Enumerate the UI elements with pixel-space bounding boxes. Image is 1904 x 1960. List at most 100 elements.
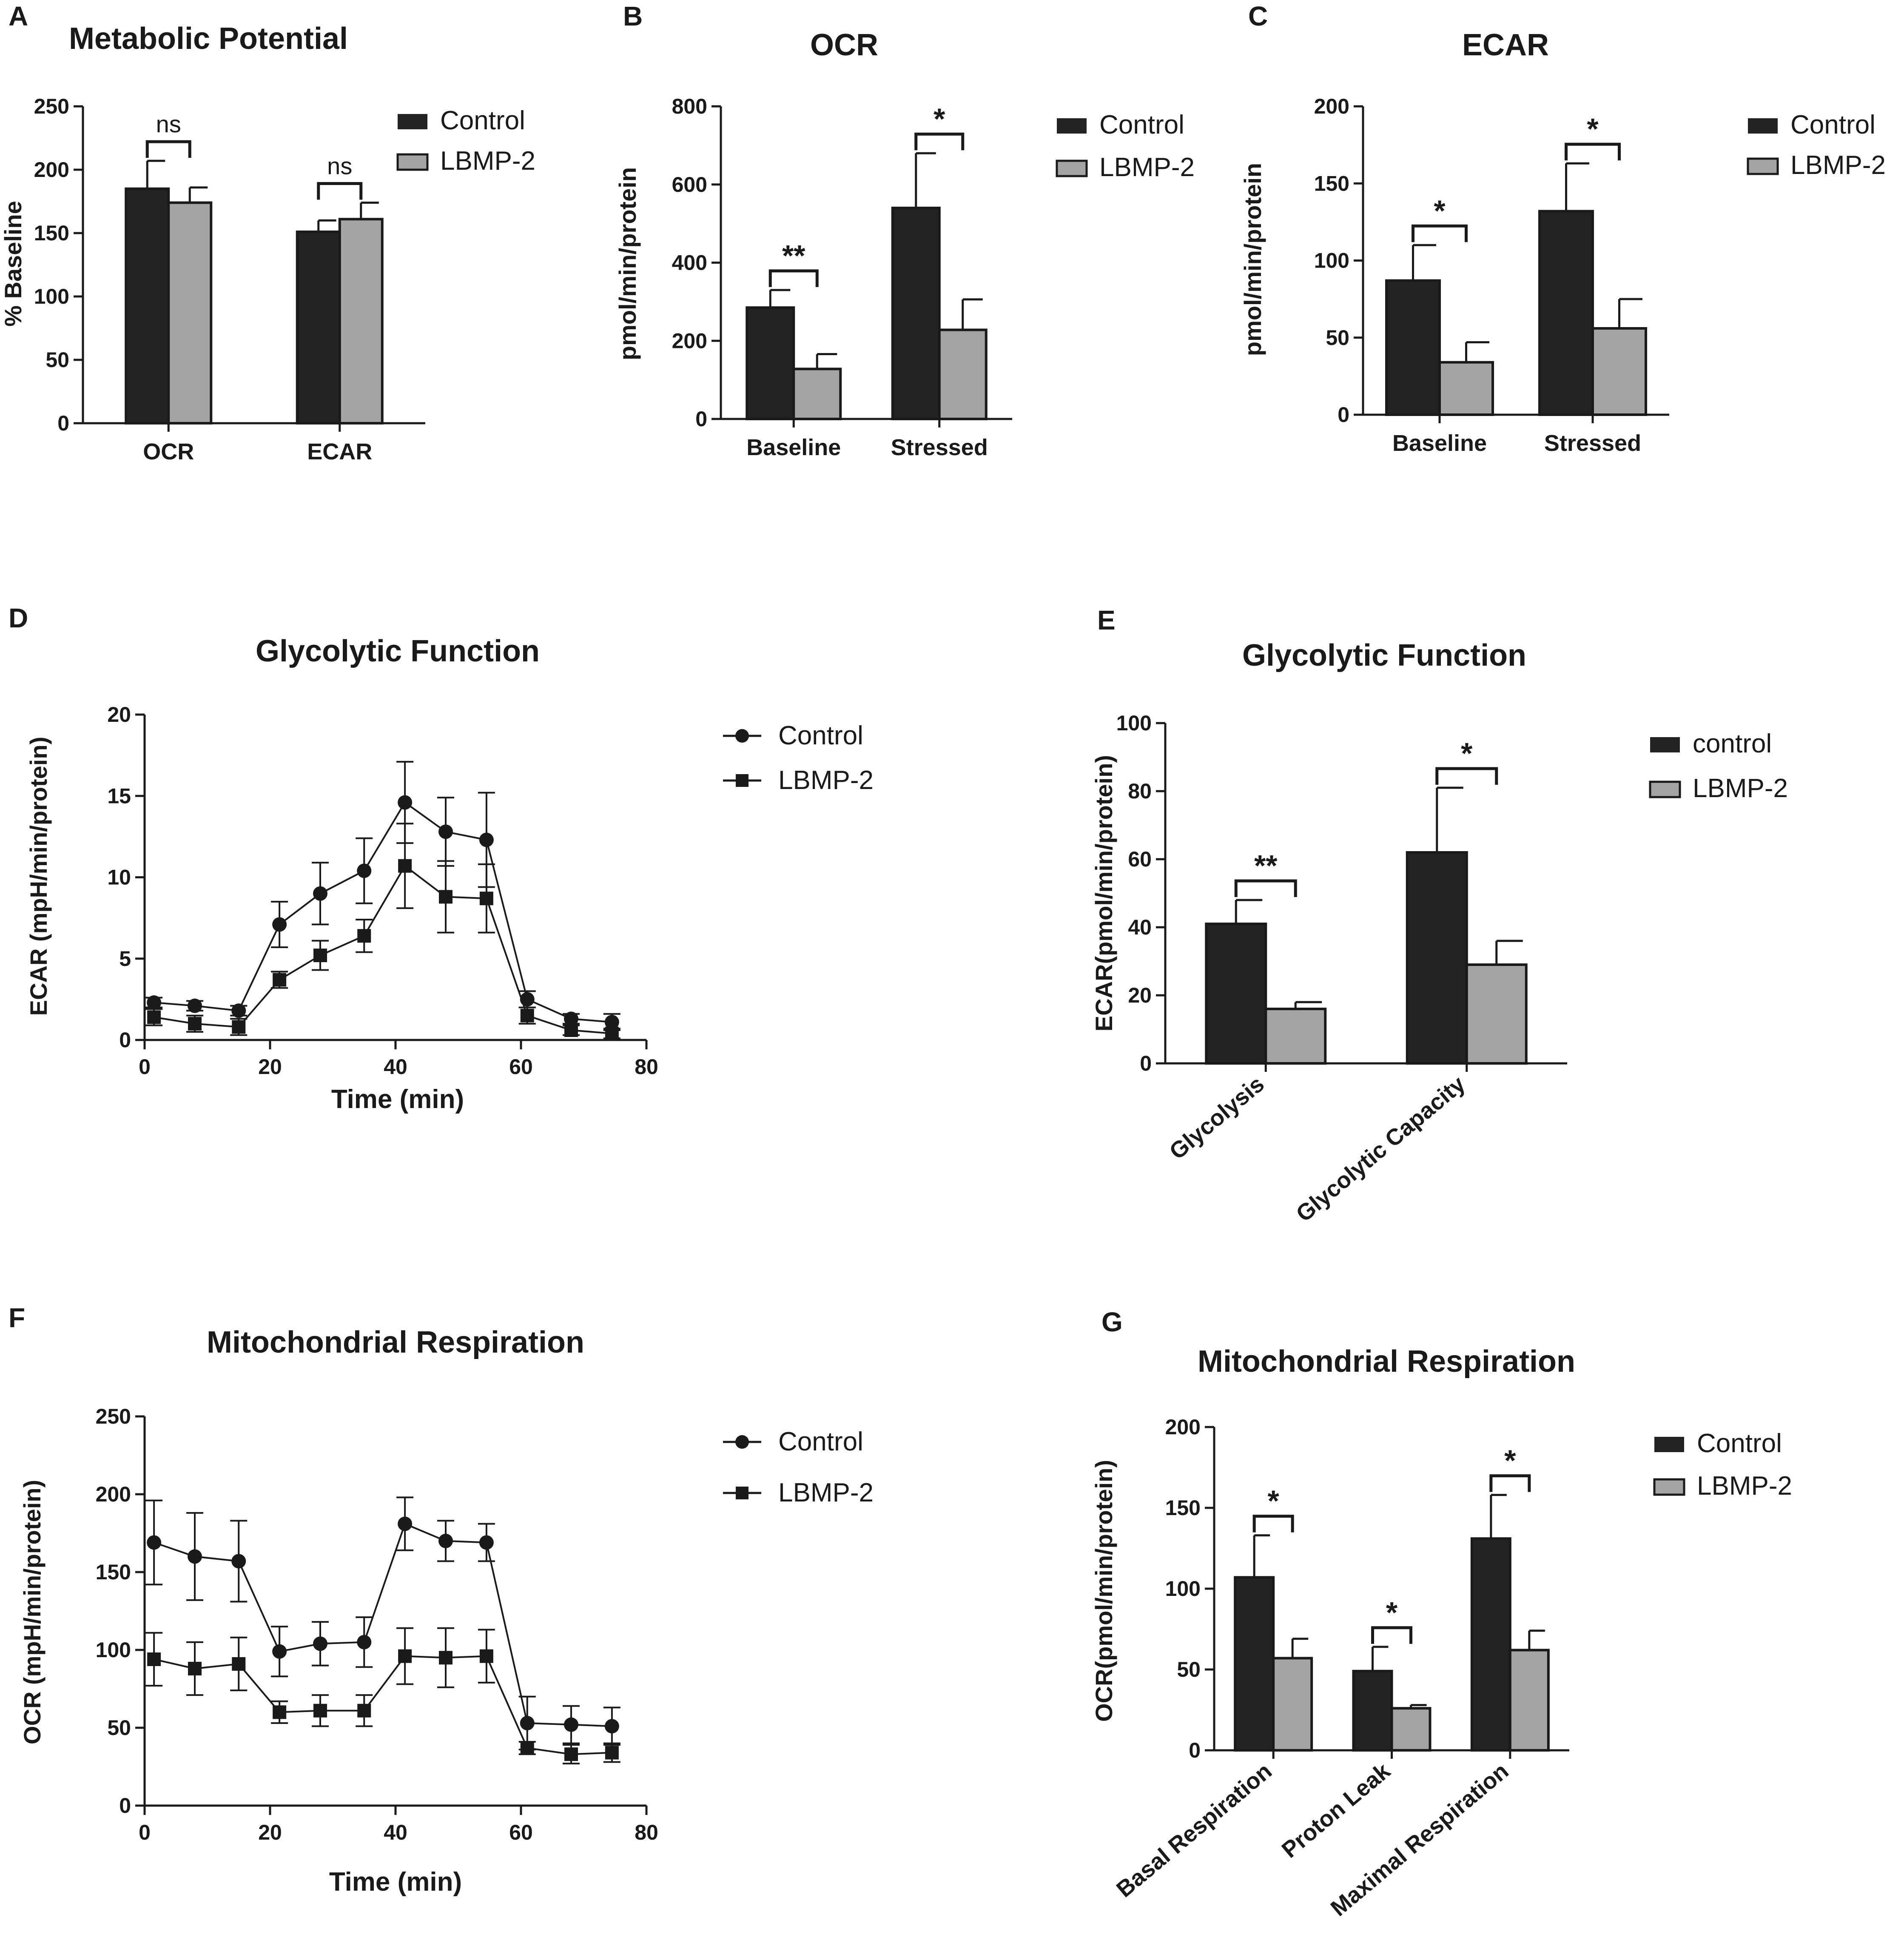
y-tick-label-B-2: 400	[672, 251, 707, 275]
bar-C-Control-Stressed	[1538, 210, 1594, 416]
bar-B-Control-Stressed	[891, 206, 941, 420]
y-tick-label-F-2: 100	[96, 1638, 131, 1662]
bar-G-Control-Proton Leak	[1352, 1669, 1393, 1752]
sig-bracket-G-0	[1252, 1515, 1294, 1533]
x-tick-label-D-4: 80	[635, 1055, 658, 1079]
x-axis-label-F: Time (min)	[329, 1867, 462, 1897]
bar-C-LBMP-2-Stressed	[1591, 327, 1647, 416]
panel-letter-G: G	[1101, 1307, 1123, 1337]
legend-swatch-A-0	[398, 114, 427, 129]
sig-label-A-0: ns	[156, 111, 181, 137]
legend-marker-D-0	[735, 729, 749, 743]
bar-A-LBMP-2-ECAR	[338, 218, 384, 424]
y-tick-label-A-1: 50	[46, 348, 69, 372]
bar-G-Control-Basal Respiration	[1234, 1576, 1275, 1752]
category-label-A-0: OCR	[143, 439, 194, 464]
legend-label-C-1: LBMP-2	[1790, 151, 1886, 180]
data-point-F-Control-10	[564, 1717, 578, 1732]
y-tick-label-D-4: 20	[107, 703, 131, 726]
y-tick-label-F-1: 50	[107, 1716, 131, 1740]
data-point-D-Control-0	[147, 995, 162, 1010]
legend-swatch-C-0	[1748, 118, 1778, 134]
bar-A-LBMP-2-OCR	[167, 201, 213, 425]
category-label-G-0: Basal Respiration	[1112, 1758, 1277, 1902]
panel-A: A Metabolic Potential % Baseline 0 50 100 150 2…	[0, 1, 535, 464]
legend-label-C-0: Control	[1790, 110, 1876, 140]
data-point-F-Control-6	[398, 1516, 413, 1531]
y-tick-label-A-3: 150	[34, 221, 69, 245]
bar-B-Control-Baseline	[746, 306, 795, 420]
data-point-F-Control-5	[357, 1635, 372, 1649]
data-point-F-LBMP-2-2	[232, 1657, 246, 1671]
legend-label-F-1: LBMP-2	[778, 1478, 874, 1507]
sig-bracket-C-0	[1412, 224, 1468, 242]
chart-title-A: Metabolic Potential	[69, 22, 348, 56]
data-point-F-Control-11	[604, 1719, 619, 1734]
x-tick-label-D-2: 40	[384, 1055, 407, 1079]
data-point-D-Control-10	[564, 1011, 578, 1026]
category-label-E-1: Glycolytic Capacity	[1291, 1071, 1470, 1227]
data-point-D-Control-8	[479, 832, 494, 847]
bar-G-LBMP-2-Maximal Respiration	[1508, 1649, 1550, 1752]
data-point-F-LBMP-2-11	[605, 1746, 619, 1760]
data-point-D-Control-5	[357, 863, 372, 878]
y-tick-label-E-0: 0	[1140, 1051, 1152, 1075]
data-point-F-LBMP-2-7	[439, 1651, 453, 1665]
panel-letter-D: D	[9, 603, 28, 633]
data-point-F-Control-9	[520, 1716, 535, 1731]
data-point-D-Control-4	[313, 886, 327, 901]
y-tick-label-E-4: 80	[1128, 779, 1152, 803]
data-point-F-LBMP-2-10	[564, 1747, 578, 1761]
chart-title-F: Mitochondrial Respiration	[207, 1325, 584, 1359]
panel-letter-B: B	[623, 1, 643, 31]
panel-letter-A: A	[9, 1, 28, 31]
data-point-D-LBMP-2-10	[564, 1023, 578, 1037]
legend-label-B-0: Control	[1099, 110, 1184, 140]
x-tick-label-F-3: 60	[509, 1820, 533, 1844]
bar-A-Control-OCR	[125, 187, 170, 424]
y-axis-label-G: OCR(pmol/min/protein)	[1090, 1460, 1117, 1722]
y-tick-label-C-4: 200	[1314, 94, 1349, 118]
y-tick-label-G-0: 0	[1189, 1738, 1201, 1762]
sig-label-C-0: *	[1434, 194, 1446, 227]
data-point-F-Control-8	[479, 1535, 494, 1550]
x-tick-label-F-0: 0	[139, 1820, 151, 1844]
y-axis-label-D: ECAR (mpH/min/protein)	[25, 737, 52, 1016]
legend-swatch-B-1	[1056, 160, 1088, 177]
bar-G-Control-Maximal Respiration	[1470, 1537, 1511, 1752]
y-tick-label-D-3: 15	[107, 784, 131, 808]
y-tick-label-A-5: 250	[34, 94, 69, 118]
panel-letter-E: E	[1097, 605, 1116, 635]
y-axis-label-C: pmol/min/protein	[1239, 163, 1266, 356]
legend-label-E-1: LBMP-2	[1693, 774, 1788, 803]
data-point-F-Control-2	[231, 1554, 246, 1569]
category-label-B-1: Stressed	[891, 435, 988, 460]
chart-title-G: Mitochondrial Respiration	[1198, 1345, 1575, 1379]
bar-G-LBMP-2-Basal Respiration	[1272, 1657, 1313, 1752]
data-point-D-Control-11	[604, 1014, 619, 1029]
bar-E-LBMP-2-Glycolysis	[1264, 1008, 1327, 1065]
data-point-F-Control-4	[313, 1636, 327, 1651]
bar-B-LBMP-2-Stressed	[938, 328, 988, 421]
data-point-D-LBMP-2-3	[273, 973, 287, 987]
sig-label-E-0: **	[1254, 849, 1278, 882]
bar-E-control-Glycolysis	[1205, 923, 1267, 1065]
y-tick-label-E-2: 40	[1128, 915, 1152, 939]
data-point-D-LBMP-2-1	[188, 1017, 202, 1031]
sig-label-G-2: *	[1504, 1444, 1516, 1477]
bar-C-Control-Baseline	[1385, 279, 1441, 416]
data-point-F-LBMP-2-1	[188, 1661, 202, 1675]
data-point-F-LBMP-2-9	[520, 1741, 534, 1755]
y-tick-label-G-2: 100	[1165, 1577, 1201, 1601]
y-tick-label-F-0: 0	[119, 1794, 131, 1818]
sig-label-B-0: **	[782, 239, 805, 272]
chart-title-C: ECAR	[1462, 28, 1549, 62]
bar-C-LBMP-2-Baseline	[1438, 361, 1494, 416]
data-point-D-Control-3	[272, 917, 287, 932]
category-label-E-0: Glycolysis	[1164, 1071, 1269, 1165]
y-tick-label-G-3: 150	[1165, 1496, 1201, 1520]
data-point-D-LBMP-2-2	[232, 1020, 246, 1034]
panel-D: D Glycolytic Function ECAR (mpH/min/protei…	[9, 603, 874, 1114]
data-point-F-Control-1	[188, 1549, 202, 1564]
panel-letter-F: F	[9, 1302, 25, 1333]
